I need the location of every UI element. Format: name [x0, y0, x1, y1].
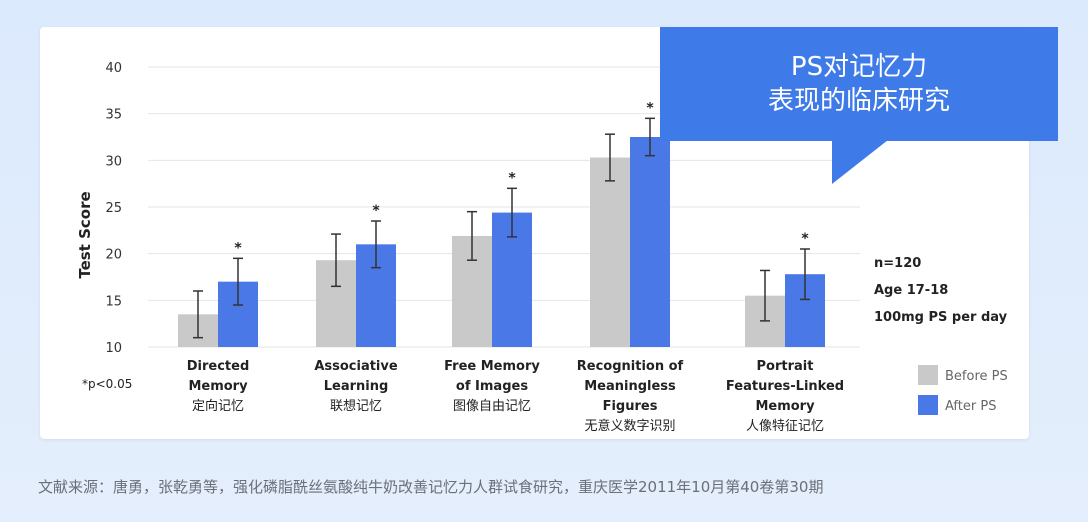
category-label: 无意义数字识别: [584, 418, 675, 434]
legend-label: Before PS: [945, 369, 1008, 384]
bar-chart: 10 15 20 25 30 35 40 Test Score * * * * * Directed Mem…: [76, 61, 1008, 434]
legend-swatch-after: [918, 395, 938, 415]
study-note: n=120: [874, 256, 921, 271]
legend-label: After PS: [945, 399, 996, 414]
significance-marker: *: [508, 170, 516, 186]
legend-swatch-before: [918, 365, 938, 385]
significance-marker: *: [801, 231, 809, 247]
category-label: 定向记忆: [192, 398, 244, 414]
y-tick-label: 30: [105, 154, 122, 169]
callout-title-line1: PS对记忆力: [790, 52, 928, 82]
study-callout: PS对记忆力 表现的临床研究: [660, 27, 1058, 141]
bar-before-ps: [590, 157, 630, 347]
study-note: 100mg PS per day: [874, 310, 1008, 325]
category-label: Learning: [324, 379, 389, 394]
bar-after-ps: [630, 137, 670, 347]
y-axis-label: Test Score: [76, 191, 94, 278]
y-tick-label: 40: [105, 61, 122, 76]
y-tick-label: 15: [105, 294, 122, 309]
study-note: Age 17-18: [874, 283, 948, 298]
y-tick-label: 35: [105, 108, 122, 123]
category-label: Meaningless: [584, 379, 676, 394]
category-label: Figures: [603, 399, 658, 414]
category-label: Directed: [187, 359, 250, 374]
source-citation: 文献来源：唐勇，张乾勇等，强化磷脂酰丝氨酸纯牛奶改善记忆力人群试食研究，重庆医学…: [38, 478, 824, 496]
category-label: Free Memory: [444, 359, 540, 374]
category-label: 人像特征记忆: [746, 418, 824, 434]
callout-pointer: [832, 140, 888, 184]
category-label: Memory: [188, 379, 248, 394]
category-label: of Images: [456, 379, 528, 394]
significance-marker: *: [234, 240, 242, 256]
category-label: Portrait: [757, 359, 814, 374]
y-tick-label: 25: [105, 201, 122, 216]
significance-marker: *: [372, 203, 380, 219]
callout-title-line2: 表现的临床研究: [767, 86, 950, 116]
y-tick-label: 20: [105, 248, 122, 263]
category-label: 联想记忆: [330, 398, 382, 414]
category-label: 图像自由记忆: [453, 398, 531, 414]
y-tick-label: 10: [105, 341, 122, 356]
category-label: Associative: [314, 359, 398, 374]
category-label: Recognition of: [577, 359, 684, 374]
significance-marker: *: [646, 100, 654, 116]
category-label: Features-Linked: [726, 379, 844, 394]
category-label: Memory: [755, 399, 815, 414]
footnote-significance: *p<0.05: [82, 377, 132, 391]
